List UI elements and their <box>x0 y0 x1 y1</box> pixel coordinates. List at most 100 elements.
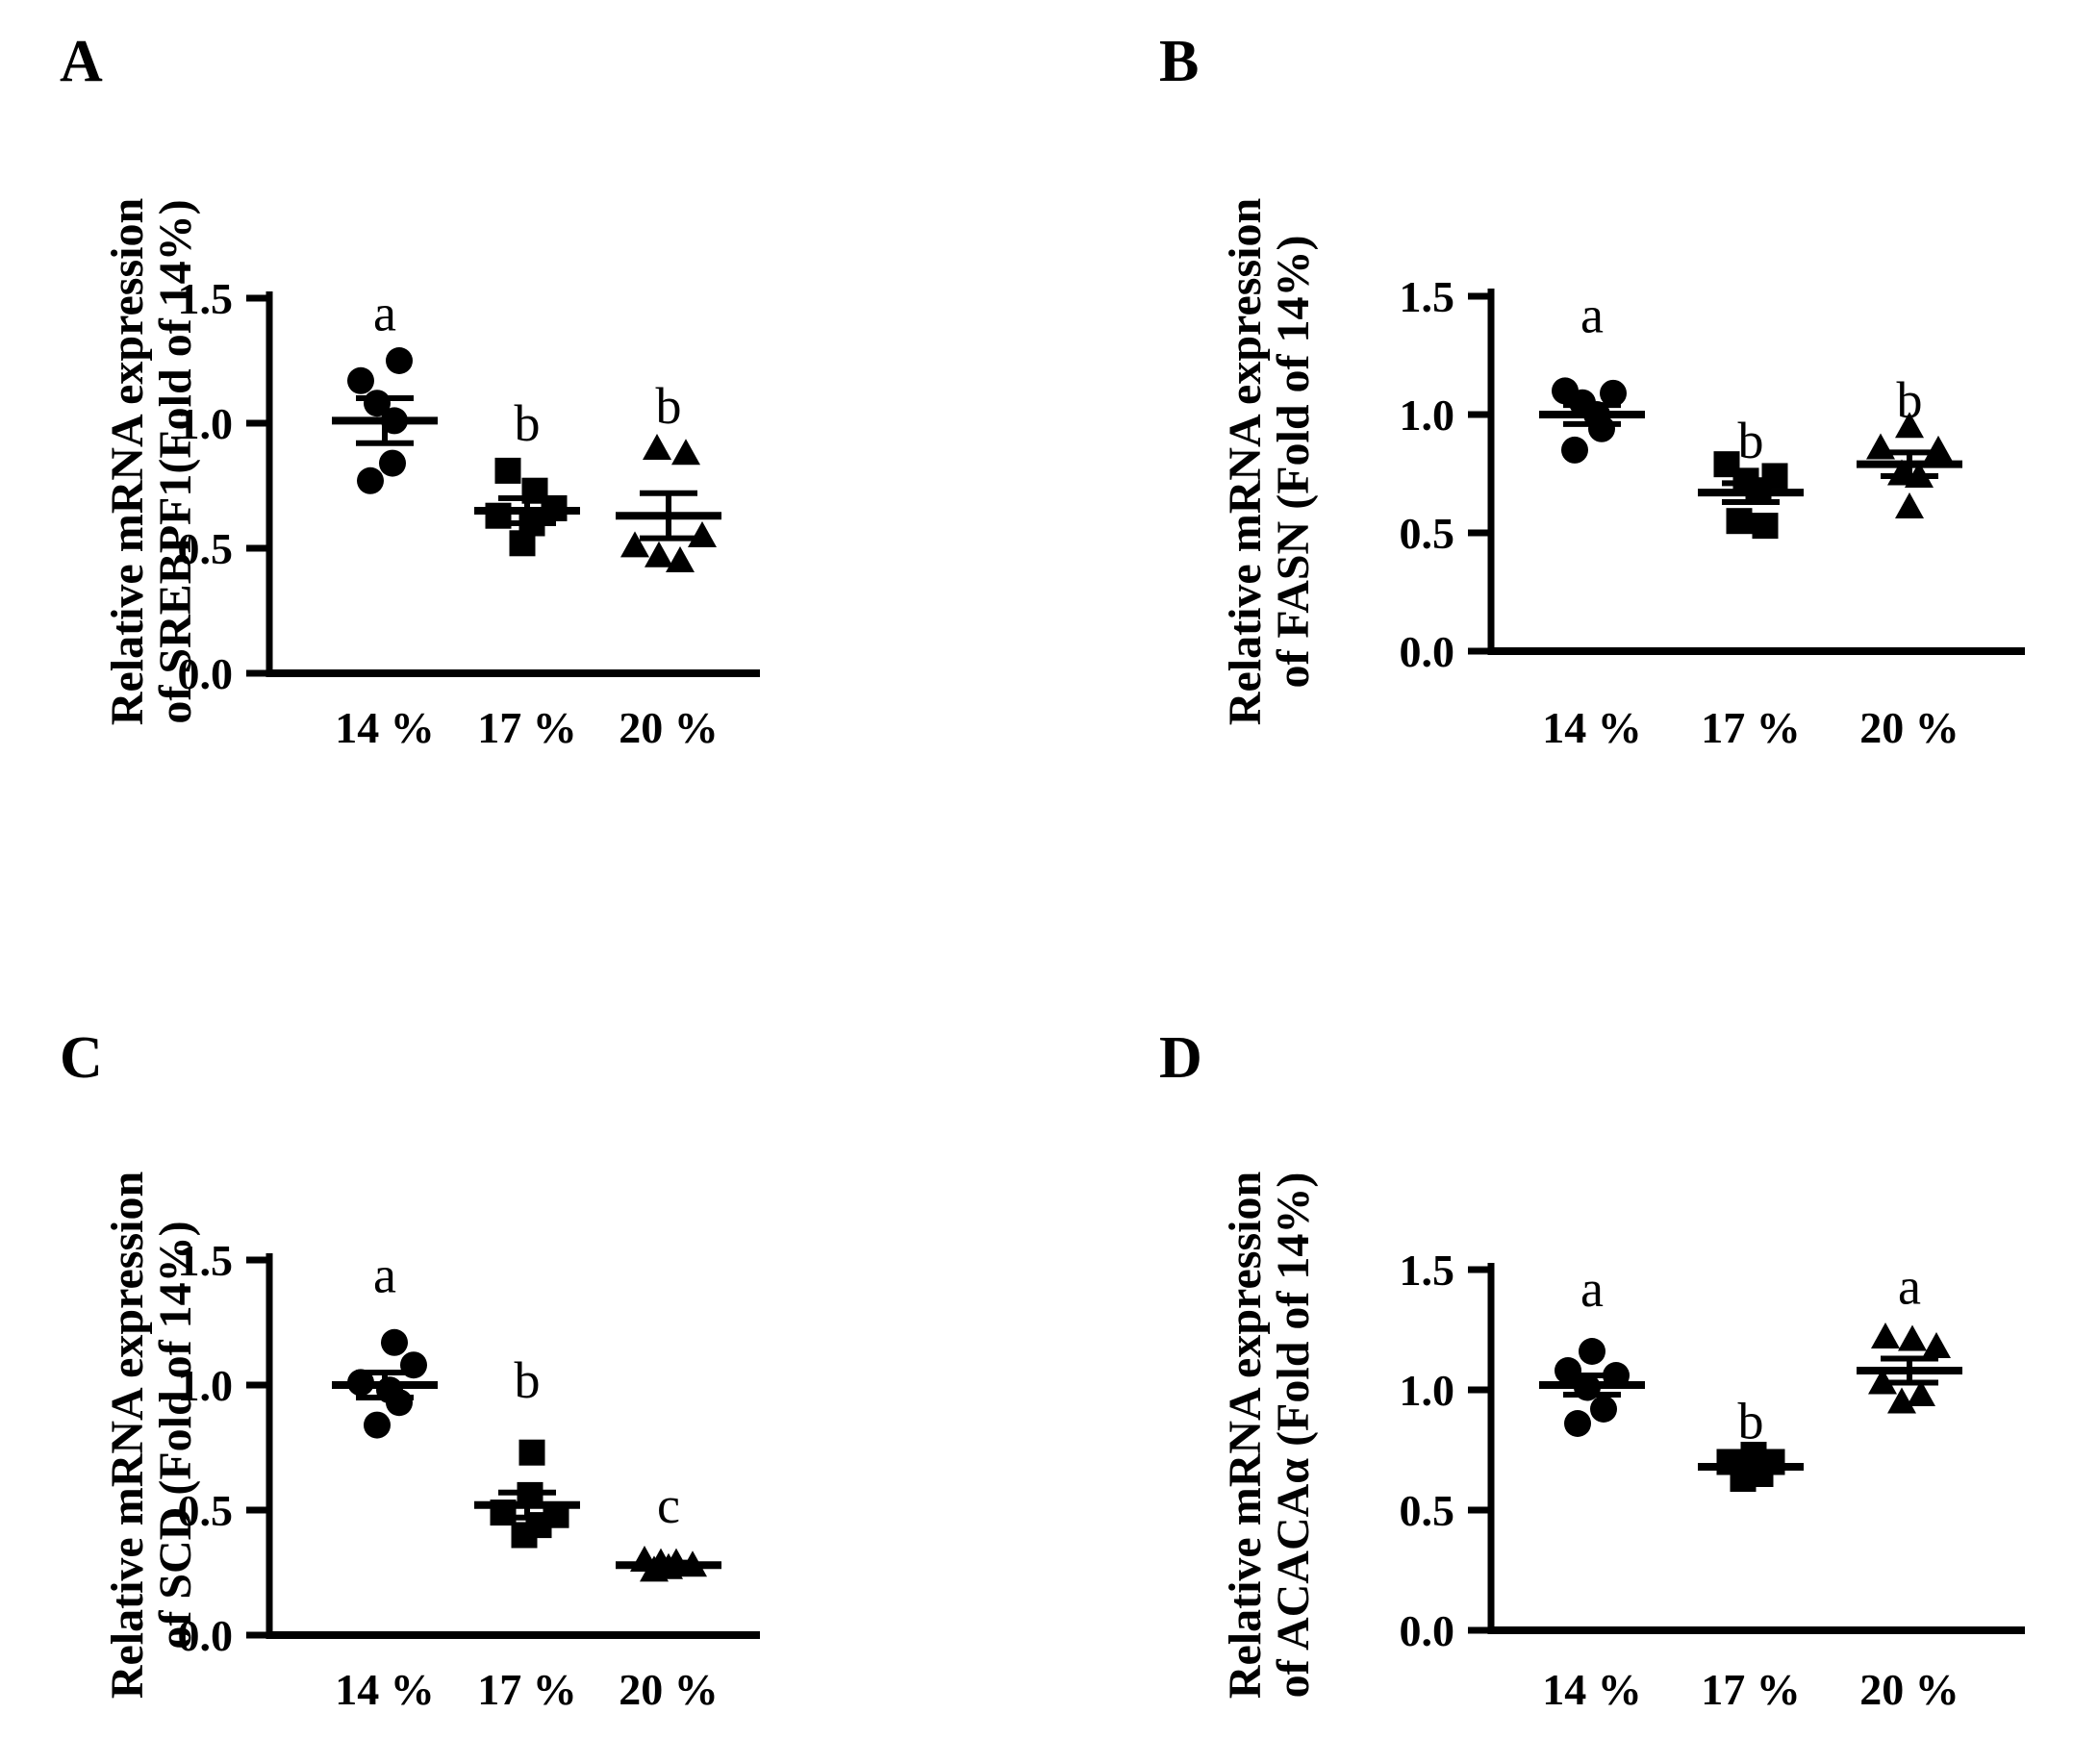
significance-letter: b <box>656 377 682 435</box>
significance-letter: c <box>657 1476 680 1534</box>
scatter-point-circle <box>357 466 384 494</box>
scatter-point-triangle <box>1887 1387 1916 1414</box>
scatter-point-square <box>494 457 521 484</box>
scatter-point-triangle <box>666 546 695 572</box>
group-20%: b 20 % <box>1857 371 1962 752</box>
group-17%: b 17 % <box>474 394 580 752</box>
y-tick-label: 0.5 <box>1400 1486 1455 1535</box>
y-tick-label: 0.0 <box>1400 1606 1455 1655</box>
y-tick-label: 0.0 <box>178 1611 234 1660</box>
significance-letter: b <box>1738 412 1764 469</box>
significance-letter: b <box>1897 371 1923 429</box>
y-tick-label: 1.5 <box>178 1236 234 1285</box>
group-14%: a 14 % <box>332 1247 438 1714</box>
scatter-point-triangle <box>688 521 717 547</box>
y-tick-label: 1.5 <box>1400 272 1455 321</box>
scatter-point-circle <box>379 449 406 477</box>
scatter-point-triangle <box>1895 412 1924 439</box>
scatter-point-square <box>1726 508 1753 535</box>
scatter-point-circle <box>1561 436 1588 464</box>
y-tick-label: 1.0 <box>178 1361 234 1410</box>
scatter-point-circle <box>1590 1396 1617 1423</box>
group-14%: a 14 % <box>1539 1260 1645 1714</box>
scatter-point-triangle <box>645 541 673 567</box>
group-20%: b 20 % <box>616 377 721 752</box>
scatter-point-triangle <box>1871 1323 1900 1348</box>
x-tick-label: 17 % <box>477 1665 577 1714</box>
y-axis-label-line2: of SREBPF1(Fold of 14%) <box>150 199 201 723</box>
group-20%: c 20 % <box>616 1476 721 1714</box>
panel-letter: A <box>60 29 103 94</box>
scatter-point-circle <box>1579 1338 1605 1365</box>
significance-letter: a <box>1898 1258 1921 1316</box>
group-20%: a 20 % <box>1857 1258 1962 1714</box>
y-axis-label-line2: of SCD (Fold of 14%) <box>150 1221 201 1649</box>
scatter-point-square <box>518 1439 545 1466</box>
scatter-point-triangle <box>643 434 671 460</box>
scatter-point-triangle <box>1898 1324 1927 1351</box>
scatter-point-triangle <box>620 531 649 558</box>
significance-letter: a <box>1580 287 1604 344</box>
scatter-point-triangle <box>671 439 700 466</box>
y-tick-label: 1.0 <box>1400 391 1455 440</box>
scatter-point-square <box>511 1522 538 1549</box>
group-17%: b 17 % <box>474 1351 580 1714</box>
y-tick-label: 0.0 <box>178 649 234 698</box>
x-tick-label: 14 % <box>1542 703 1642 752</box>
group-14%: a 14 % <box>1539 287 1645 752</box>
scatter-point-triangle <box>1866 433 1895 460</box>
y-axis-label-line1: Relative mRNA expression <box>102 198 153 725</box>
group-17%: b 17 % <box>1698 412 1804 752</box>
scatter-point-triangle <box>1924 435 1953 462</box>
scatter-point-circle <box>386 1389 413 1417</box>
y-tick-label: 1.0 <box>178 399 234 448</box>
y-axis-label-line1: Relative mRNA expression <box>1220 1172 1271 1699</box>
y-tick-label: 0.0 <box>1400 627 1455 676</box>
scatter-point-circle <box>381 1328 408 1356</box>
group-14%: a 14 % <box>332 285 438 752</box>
significance-letter: a <box>373 285 396 342</box>
y-tick-label: 0.5 <box>178 1486 234 1535</box>
x-tick-label: 14 % <box>335 703 435 752</box>
scatter-point-circle <box>386 347 413 374</box>
y-axis-label-line1: Relative mRNA expression <box>102 1172 153 1699</box>
scatter-point-circle <box>1564 1410 1591 1437</box>
scatter-point-square <box>509 530 536 557</box>
scatter-point-triangle <box>1907 1380 1935 1406</box>
x-tick-label: 20 % <box>1859 703 1959 752</box>
significance-letter: b <box>1738 1393 1764 1450</box>
x-tick-label: 14 % <box>1542 1665 1642 1714</box>
panel-letter: C <box>60 1025 103 1091</box>
group-17%: b 17 % <box>1698 1393 1804 1714</box>
panel-letter: D <box>1159 1025 1202 1091</box>
x-tick-label: 20 % <box>619 1665 719 1714</box>
y-tick-label: 1.5 <box>1400 1246 1455 1295</box>
x-tick-label: 17 % <box>477 703 577 752</box>
significance-letter: b <box>515 394 541 452</box>
x-tick-label: 14 % <box>335 1665 435 1714</box>
scatter-point-circle <box>347 366 374 394</box>
y-axis-label-line1: Relative mRNA expression <box>1220 198 1271 725</box>
scatter-point-triangle <box>1922 1332 1951 1358</box>
significance-letter: a <box>1580 1260 1604 1318</box>
x-tick-label: 20 % <box>619 703 719 752</box>
x-tick-label: 20 % <box>1859 1665 1959 1714</box>
scatter-point-circle <box>364 1411 391 1439</box>
y-tick-label: 1.0 <box>1400 1366 1455 1415</box>
significance-letter: b <box>515 1351 541 1409</box>
y-axis-label-line2: of FASN (Fold of 14%) <box>1268 235 1319 688</box>
scatter-point-square <box>1752 513 1779 540</box>
x-tick-label: 17 % <box>1701 1665 1801 1714</box>
y-tick-label: 1.5 <box>178 274 234 323</box>
scatter-point-triangle <box>1895 491 1924 518</box>
y-tick-label: 0.5 <box>178 524 234 573</box>
x-tick-label: 17 % <box>1701 703 1801 752</box>
panel-letter: B <box>1159 29 1199 94</box>
significance-letter: a <box>373 1247 396 1304</box>
